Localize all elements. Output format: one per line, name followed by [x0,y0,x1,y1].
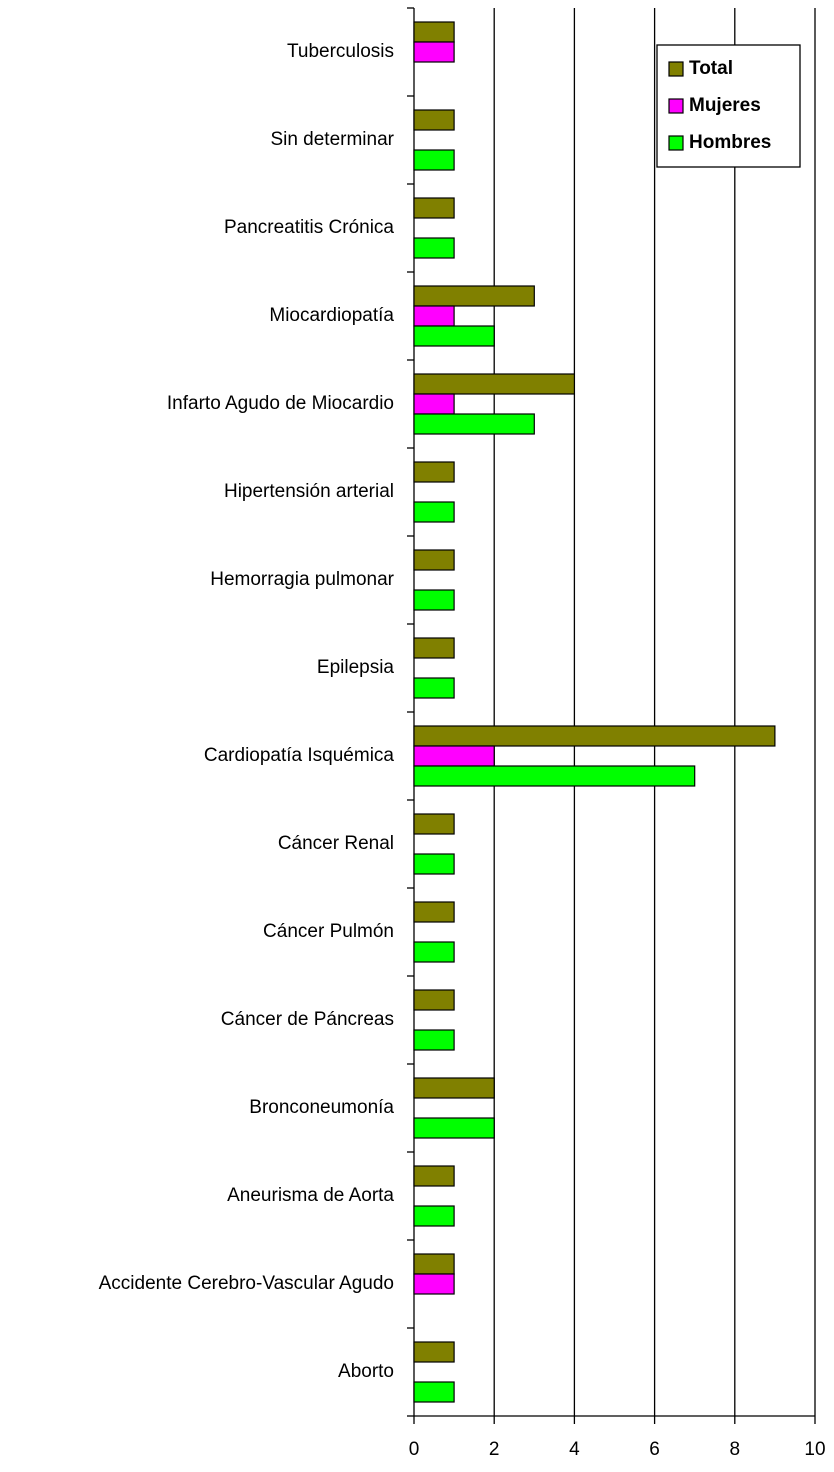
bar [413,549,455,571]
bar [413,501,455,523]
y-tick-label: Cáncer Pulmón [263,921,394,942]
legend-label: Total [689,58,733,79]
bar [413,637,455,659]
y-tick-label: Aborto [338,1361,394,1382]
y-tick-label: Hemorragia pulmonar [210,569,394,590]
legend-swatch [668,98,684,114]
bar [413,109,455,131]
y-tick-label: Aneurisma de Aorta [227,1185,394,1206]
x-tick-label: 2 [489,1439,500,1460]
y-tick-label: Tuberculosis [287,41,394,62]
bar [413,285,535,307]
legend-swatch [668,61,684,77]
bar [413,853,455,875]
bar [413,413,535,435]
bar [413,1341,455,1363]
bar [413,1273,455,1295]
x-tick-label: 4 [569,1439,580,1460]
bar [413,1205,455,1227]
bar [413,941,455,963]
y-tick-label: Pancreatitis Crónica [224,217,394,238]
y-tick-label: Cardiopatía Isquémica [204,745,395,766]
x-tick-label: 6 [649,1439,660,1460]
legend: Total Mujeres Hombres [656,44,801,168]
y-tick-label: Miocardiopatía [269,305,394,326]
legend-label: Hombres [689,132,771,153]
bar [413,725,776,747]
bar [413,1165,455,1187]
y-tick-label: Cáncer Renal [278,833,394,854]
bar [413,1381,455,1403]
bar [413,901,455,923]
bar [413,677,455,699]
bar [413,21,455,43]
y-tick-label: Cáncer de Páncreas [221,1009,394,1030]
bar [413,373,575,395]
y-tick-label: Infarto Agudo de Miocardio [167,393,394,414]
bar [413,41,455,63]
x-tick-label: 10 [804,1439,825,1460]
bar [413,393,455,415]
bar [413,305,455,327]
bar [413,813,455,835]
bar [413,989,455,1011]
x-tick-label: 8 [730,1439,741,1460]
y-tick-label: Accidente Cerebro-Vascular Agudo [99,1273,394,1294]
bar [413,325,495,347]
bar [413,1029,455,1051]
y-tick-label: Hipertensión arterial [224,481,394,502]
bar [413,1253,455,1275]
y-tick-label: Epilepsia [317,657,395,678]
bar [413,1077,495,1099]
bar [413,237,455,259]
legend-swatch [668,135,684,151]
y-tick-label: Sin determinar [270,129,394,150]
bar [413,589,455,611]
bar [413,149,455,171]
bar [413,1117,495,1139]
bar [413,197,455,219]
bar [413,461,455,483]
bar [413,745,495,767]
x-tick-label: 0 [409,1439,420,1460]
y-tick-label: Bronconeumonía [249,1097,394,1118]
legend-label: Mujeres [689,95,761,116]
bar [413,765,696,787]
